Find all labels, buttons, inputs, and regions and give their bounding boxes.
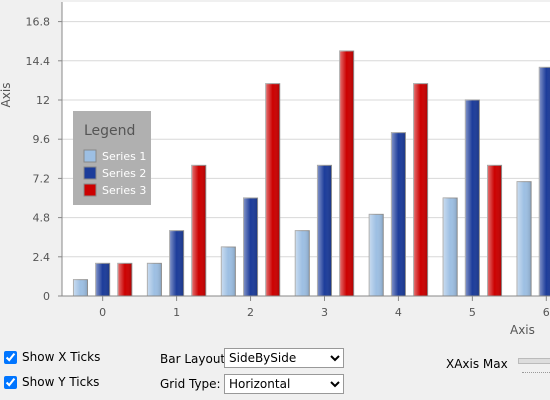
legend: Legend Series 1 Series 2 Series 3 — [73, 111, 151, 205]
bar-shine — [317, 165, 332, 296]
y-tick-label: 0 — [43, 290, 50, 303]
y-tick-label: 16.8 — [26, 16, 51, 29]
bar-shine — [517, 181, 532, 296]
x-tick-label: 4 — [395, 306, 402, 319]
bar-shine — [465, 100, 480, 296]
y-tick-label: 2.4 — [33, 251, 51, 264]
bar-shine — [147, 263, 162, 296]
bar-shine — [443, 198, 458, 296]
bar-shine — [539, 67, 550, 296]
chart: onetwothreefourfivesixsevenonetwothreefo… — [0, 2, 550, 337]
checkbox[interactable] — [4, 350, 17, 364]
bar-shine — [243, 198, 258, 296]
bar-layout-select[interactable]: SideBySide — [224, 348, 344, 368]
checkbox-y-ticks[interactable]: Show Y Ticks — [2, 375, 99, 389]
slider-ticks — [522, 372, 550, 376]
bar-shine — [169, 230, 184, 296]
x-tick-label: 5 — [469, 306, 476, 319]
label: Bar Layout: — [160, 352, 230, 366]
x-tick-label: 0 — [99, 306, 106, 319]
bar-shine — [221, 247, 236, 296]
bar-shine — [339, 51, 354, 296]
bar-shine — [73, 279, 88, 296]
label: Grid Type: — [160, 377, 221, 391]
legend-title: Legend — [84, 123, 135, 139]
label: Show X Ticks — [22, 350, 101, 364]
x-tick-label: 6 — [543, 306, 550, 319]
bar-shine — [117, 263, 132, 296]
checkbox-x-ticks[interactable]: Show X Ticks — [2, 350, 100, 364]
bar-shine — [391, 132, 406, 296]
bar-shine — [95, 263, 110, 296]
y-tick-label: 14.4 — [26, 55, 51, 68]
legend-label: Series 2 — [102, 167, 146, 180]
bar-shine — [413, 83, 428, 297]
x-axis-label: Axis — [510, 323, 535, 337]
x-tick-label: 3 — [321, 306, 328, 319]
legend-swatch — [83, 149, 97, 163]
legend-label: Series 3 — [102, 184, 146, 197]
bar-shine — [369, 214, 384, 296]
bar-shine — [487, 165, 502, 296]
y-tick-label: 4.8 — [33, 212, 51, 225]
bar-shine — [295, 230, 310, 296]
bar-shine — [265, 83, 280, 297]
bar-shine — [191, 165, 206, 296]
y-tick-label: 12 — [36, 94, 50, 107]
legend-label: Series 1 — [102, 150, 146, 163]
checkbox[interactable] — [4, 375, 17, 389]
legend-swatch — [83, 183, 97, 197]
label: XAxis Max — [446, 357, 508, 371]
y-tick-label: 9.6 — [33, 133, 51, 146]
x-tick-label: 2 — [247, 306, 254, 319]
y-axis-label: Axis — [0, 83, 13, 108]
slider-track[interactable] — [518, 358, 550, 364]
grid-type-select[interactable]: Horizontal — [224, 374, 344, 394]
label: Show Y Ticks — [22, 375, 100, 389]
y-tick-label: 7.2 — [33, 172, 51, 185]
x-tick-label: 1 — [173, 306, 180, 319]
legend-swatch — [83, 166, 97, 180]
